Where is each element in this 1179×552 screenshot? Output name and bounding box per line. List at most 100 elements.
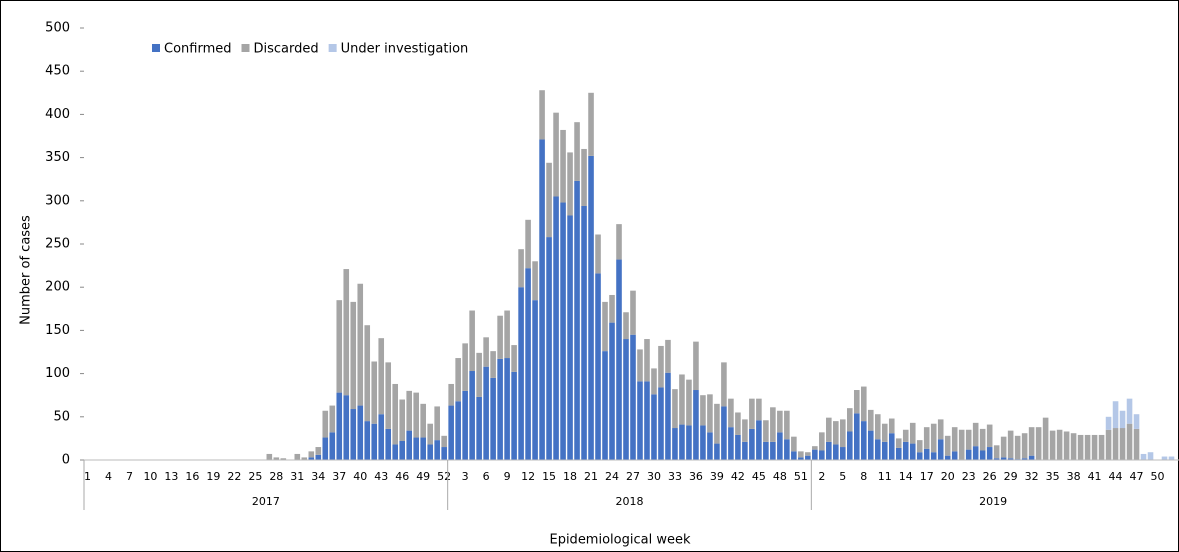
bar-segment xyxy=(1070,433,1077,460)
bar-segment xyxy=(434,440,440,460)
bar-segment xyxy=(784,439,790,460)
bar-segment xyxy=(525,219,531,269)
x-tick-label: 13 xyxy=(164,470,178,483)
bar-segment xyxy=(406,390,412,431)
bar-segment xyxy=(902,441,909,460)
x-tick-label: 35 xyxy=(1046,470,1060,483)
bar-segment xyxy=(916,440,923,453)
bar-segment xyxy=(560,129,566,203)
bar-segment xyxy=(413,392,419,438)
bar-segment xyxy=(693,341,699,391)
bar-segment xyxy=(399,399,406,441)
bar-segment xyxy=(819,450,825,460)
bar-segment xyxy=(518,249,524,288)
x-tick-label: 17 xyxy=(920,470,934,483)
bar-segment xyxy=(805,452,811,456)
bar-segment xyxy=(993,458,1000,460)
x-tick-label: 14 xyxy=(899,470,913,483)
x-group-label: 2018 xyxy=(616,495,644,508)
bar-segment xyxy=(1119,410,1126,429)
bar-segment xyxy=(805,455,811,460)
x-tick-label: 47 xyxy=(1130,470,1144,483)
bar-segment xyxy=(1133,414,1140,429)
bar-segment xyxy=(546,162,552,238)
bar-segment xyxy=(672,389,678,429)
bar-segment xyxy=(965,429,972,450)
bar-segment xyxy=(462,343,468,391)
bar-segment xyxy=(1028,427,1035,456)
bar-segment xyxy=(490,377,496,460)
bar-segment xyxy=(413,437,419,460)
bar-segment xyxy=(371,361,378,424)
x-tick-label: 6 xyxy=(483,470,490,483)
bar-segment xyxy=(749,428,755,460)
bar-segment xyxy=(853,390,860,414)
bar-segment xyxy=(874,439,881,460)
bar-segment xyxy=(420,437,426,460)
bar-segment xyxy=(420,403,426,438)
bar-segment xyxy=(665,339,671,373)
legend-label: Discarded xyxy=(254,42,319,57)
legend-swatch xyxy=(328,44,337,52)
x-tick-label: 2 xyxy=(818,470,825,483)
bar-segment xyxy=(469,310,475,372)
bar-segment xyxy=(427,444,433,460)
bar-segment xyxy=(273,457,280,460)
bar-segment xyxy=(742,441,748,460)
bar-segment xyxy=(693,390,699,460)
bar-segment xyxy=(266,453,273,460)
bar-segment xyxy=(455,358,461,402)
bar-segment xyxy=(448,383,454,406)
bar-segment xyxy=(916,452,923,460)
bar-segment xyxy=(874,414,881,440)
bar-segment xyxy=(770,441,776,460)
y-tick-label: 450 xyxy=(45,64,70,79)
x-tick-label: 52 xyxy=(437,470,451,483)
bar-segment xyxy=(378,414,385,460)
x-group-label: 2017 xyxy=(252,495,280,508)
y-tick-label: 300 xyxy=(45,193,70,208)
bar-segment xyxy=(1021,458,1028,460)
y-tick-label: 100 xyxy=(45,366,70,381)
x-tick-label: 11 xyxy=(878,470,892,483)
bar-segment xyxy=(972,446,979,460)
bar-segment xyxy=(756,398,762,421)
x-tick-label: 10 xyxy=(143,470,157,483)
bar-segment xyxy=(308,457,315,460)
x-group-label: 2019 xyxy=(979,495,1007,508)
bar-segment xyxy=(812,449,818,460)
x-tick-label: 9 xyxy=(504,470,511,483)
bar-segment xyxy=(336,392,343,460)
bar-segment xyxy=(448,405,454,460)
bar-segment xyxy=(483,366,489,460)
bar-segment xyxy=(329,432,336,460)
bar-segment xyxy=(937,439,944,460)
bar-segment xyxy=(441,447,447,460)
bar-segment xyxy=(881,441,888,460)
bar-segment xyxy=(588,155,594,460)
bar-segment xyxy=(1000,436,1007,458)
bar-segment xyxy=(623,339,629,460)
x-tick-label: 34 xyxy=(311,470,325,483)
bar-segment xyxy=(546,237,552,460)
bar-segment xyxy=(476,352,482,397)
bar-segment xyxy=(1056,429,1063,460)
bar-segment xyxy=(581,148,587,206)
x-tick-label: 37 xyxy=(332,470,346,483)
bar-segment xyxy=(791,436,797,452)
bar-segment xyxy=(944,435,951,456)
x-axis-title: Epidemiological week xyxy=(549,533,690,548)
bar-segment xyxy=(895,438,902,448)
bar-segment xyxy=(350,409,357,460)
bar-segment xyxy=(357,283,364,406)
bar-segment xyxy=(1000,457,1007,460)
bar-segment xyxy=(490,351,496,378)
y-axis-title: Number of cases xyxy=(19,215,34,325)
x-tick-label: 31 xyxy=(290,470,304,483)
y-tick-label: 200 xyxy=(45,280,70,295)
x-tick-label: 23 xyxy=(962,470,976,483)
bar-segment xyxy=(469,371,475,460)
bar-segment xyxy=(728,398,734,428)
bar-segment xyxy=(553,196,559,461)
bar-segment xyxy=(895,447,902,460)
